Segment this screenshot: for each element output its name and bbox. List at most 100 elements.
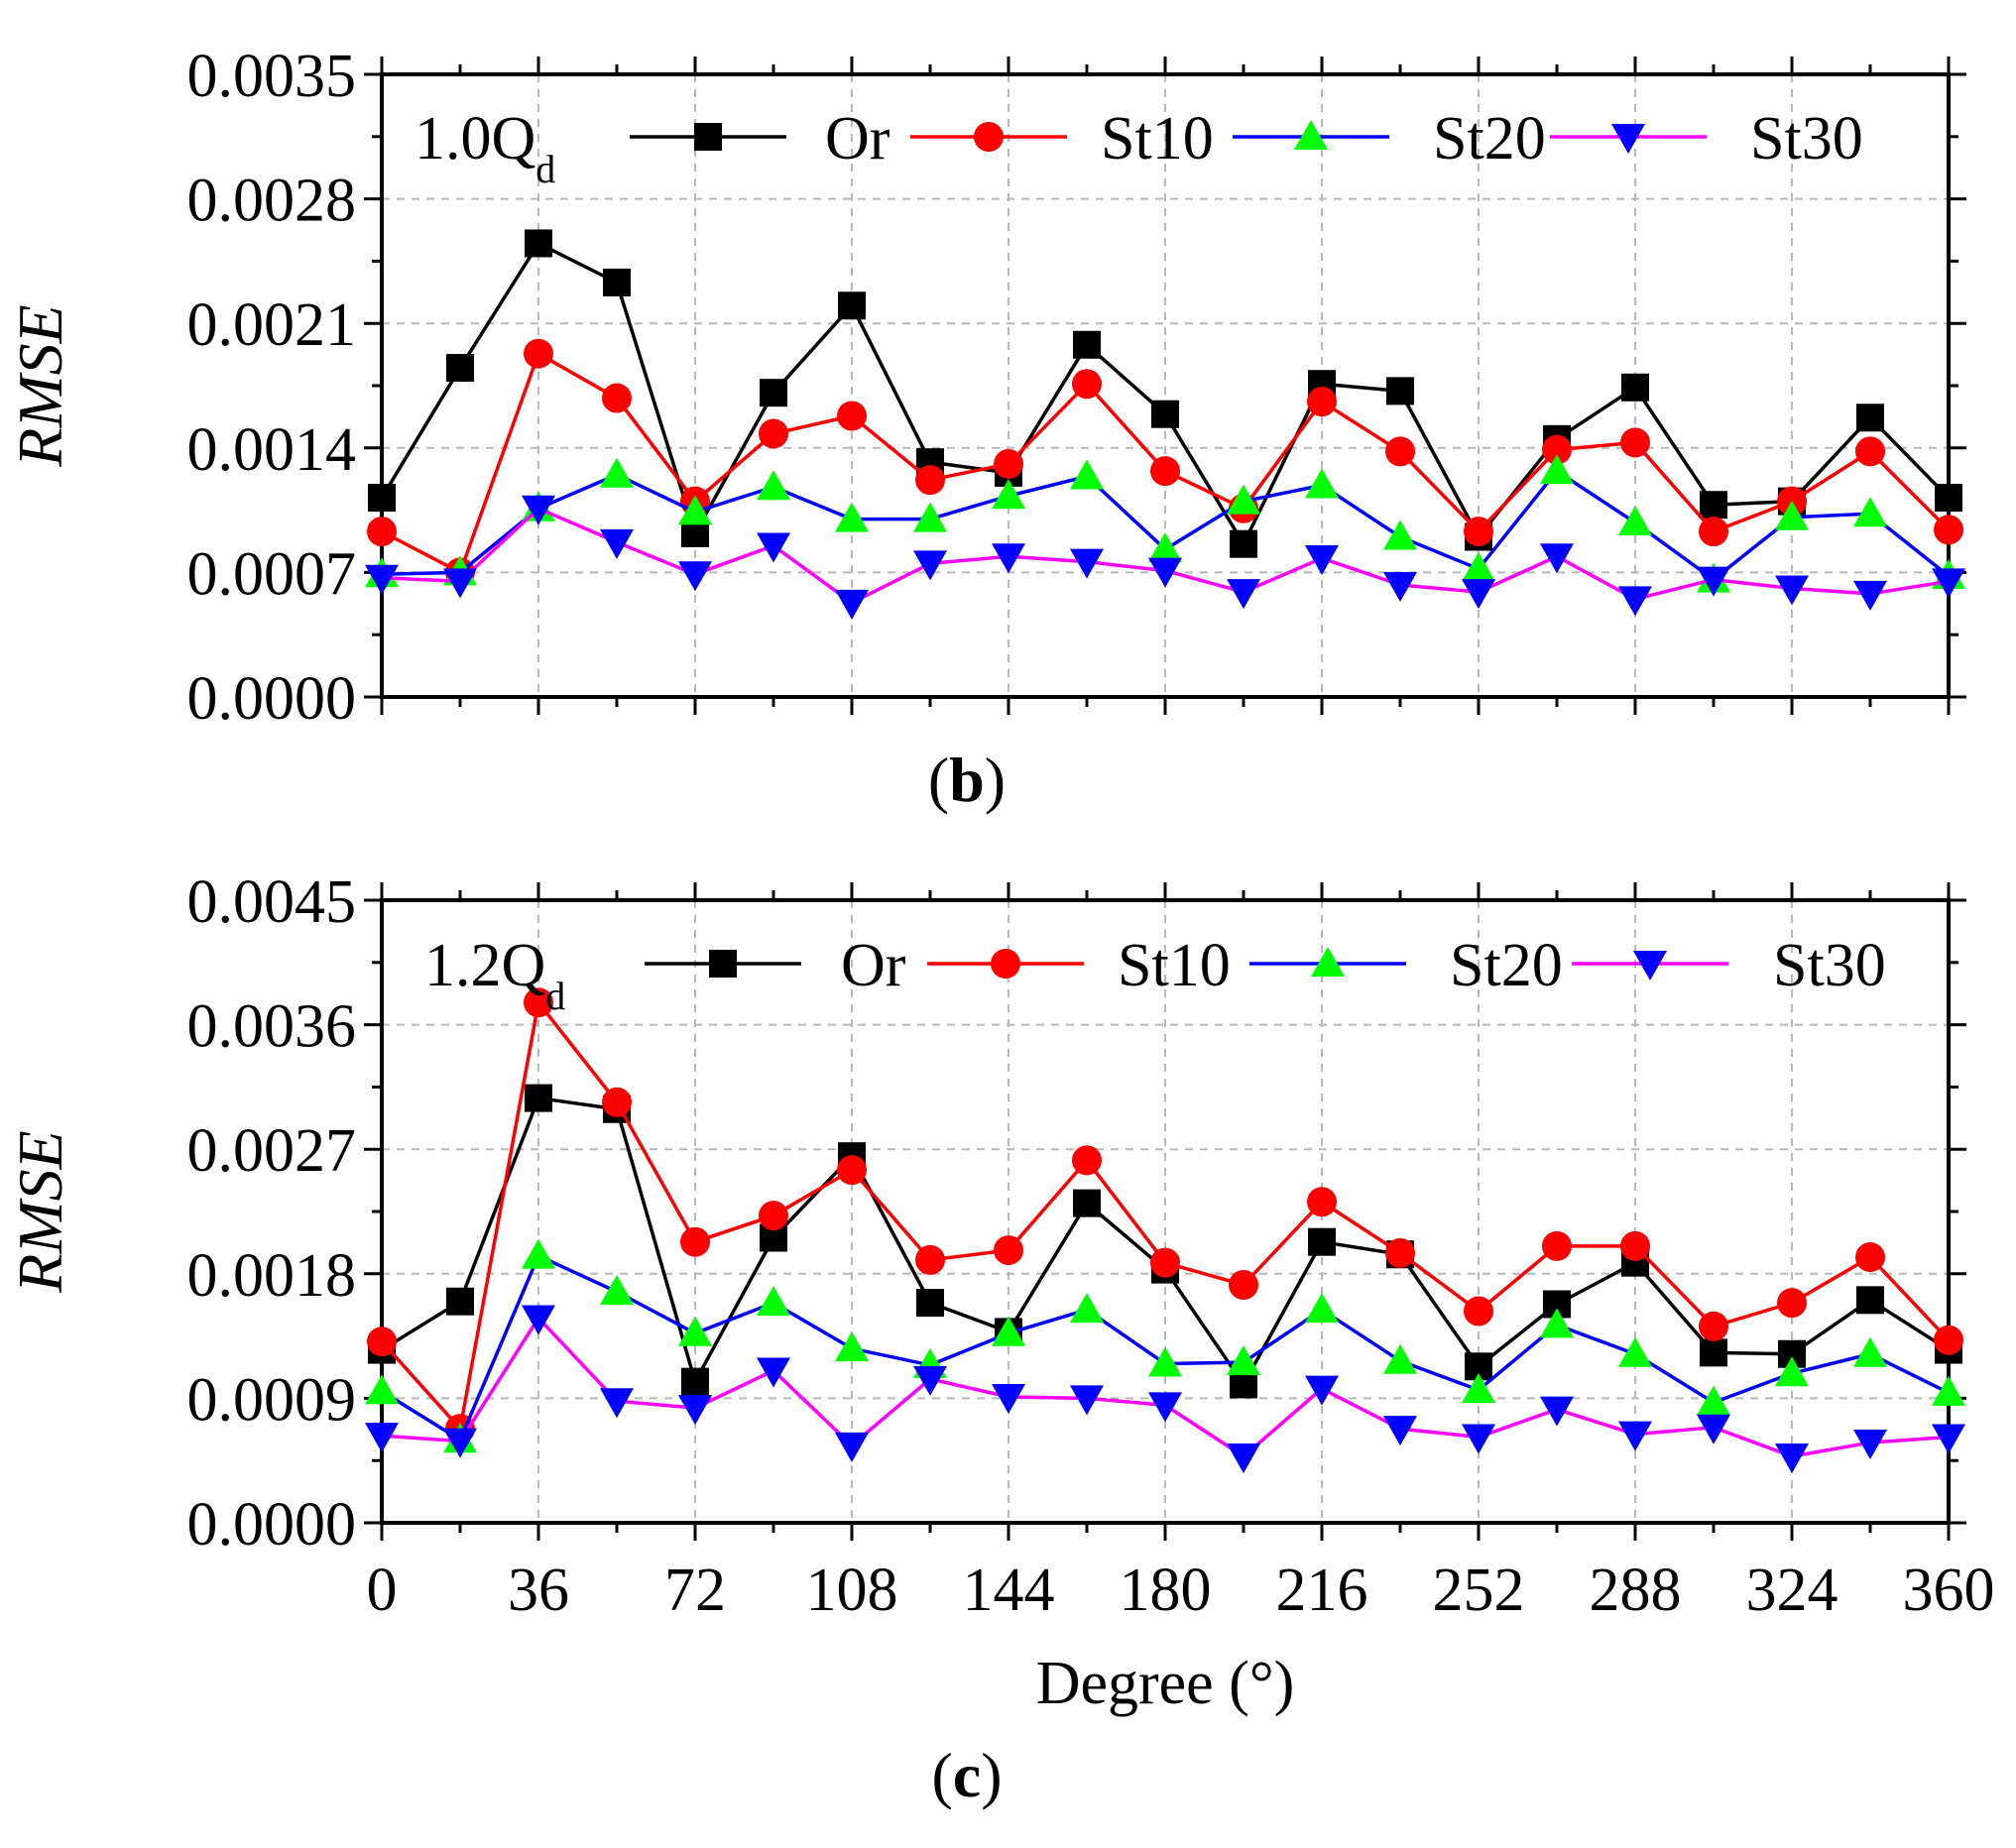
data-point-Or — [368, 484, 396, 513]
data-point-St30 — [443, 1428, 477, 1458]
x-tick-label: 324 — [1746, 1557, 1838, 1624]
panel-label-letter: c — [953, 1740, 981, 1810]
x-tick-label: 180 — [1120, 1557, 1212, 1624]
y-tick-label: 0.0014 — [187, 416, 357, 484]
legend-label-St20: St20 — [1433, 105, 1546, 173]
tick-marks — [364, 57, 1966, 715]
y-tick-label: 0.0000 — [187, 1491, 357, 1559]
x-tick-label: 216 — [1276, 1557, 1368, 1624]
data-point-Or — [1856, 1286, 1884, 1315]
data-point-St20 — [913, 502, 947, 532]
data-point-St10 — [994, 448, 1023, 479]
series-St30 — [365, 1305, 1965, 1474]
data-point-St20 — [1462, 551, 1495, 582]
data-point-St20 — [1618, 506, 1652, 536]
x-tick-label: 72 — [664, 1557, 726, 1624]
data-point-St10 — [1855, 436, 1885, 467]
data-point-St20 — [678, 1316, 712, 1346]
legend-marker-St20 — [1311, 947, 1345, 977]
data-point-St30 — [1618, 586, 1652, 617]
data-point-Or — [1073, 330, 1101, 359]
data-point-St30 — [1070, 548, 1104, 579]
data-point-Or — [1700, 491, 1727, 520]
legend-label-St30: St30 — [1750, 105, 1863, 173]
data-point-St10 — [1699, 1311, 1728, 1341]
data-point-St10 — [994, 1235, 1023, 1266]
data-point-St30 — [1227, 579, 1260, 610]
data-point-St10 — [367, 517, 397, 547]
data-point-St10 — [1072, 369, 1102, 400]
data-point-St10 — [1150, 1247, 1180, 1278]
data-point-Or — [1856, 404, 1884, 432]
legend: Or St10 St20 St30 — [630, 105, 1863, 173]
data-point-Or — [916, 1289, 944, 1318]
panel-label-open: ( — [931, 1740, 952, 1810]
data-point-St20 — [1618, 1336, 1652, 1367]
data-point-St10 — [1385, 1237, 1415, 1268]
data-point-St20 — [1853, 1336, 1887, 1367]
data-point-St20 — [1148, 532, 1182, 563]
data-point-Or — [1621, 373, 1649, 402]
data-point-St10 — [524, 338, 553, 369]
data-point-St30 — [1383, 1416, 1417, 1446]
data-point-St10 — [1307, 1187, 1337, 1217]
data-point-St20 — [1148, 1346, 1182, 1377]
y-tick-label: 0.0007 — [187, 540, 357, 608]
data-point-St10 — [1855, 1242, 1885, 1273]
data-point-St30 — [365, 564, 399, 595]
data-point-St30 — [600, 528, 634, 559]
legend-marker-Or — [694, 123, 722, 151]
data-point-St20 — [992, 1316, 1025, 1346]
series-St30 — [365, 495, 1965, 620]
data-point-St30 — [1148, 557, 1182, 588]
legend-label-St30: St30 — [1773, 932, 1886, 999]
data-point-St30 — [757, 532, 790, 563]
data-point-St10 — [1385, 436, 1415, 467]
legend-label-Or: Or — [825, 105, 890, 173]
data-point-St20 — [1383, 520, 1417, 550]
data-point-Or — [838, 291, 866, 320]
panel-label-close: ) — [985, 745, 1006, 815]
legend-label-Or: Or — [841, 932, 906, 999]
data-point-Or — [1386, 377, 1414, 405]
legend: Or St10 St20 St30 — [645, 932, 1886, 999]
data-point-Or — [525, 229, 552, 258]
data-point-St20 — [1697, 1385, 1730, 1416]
legend-label-St10: St10 — [1101, 105, 1214, 173]
data-point-St20 — [1227, 1345, 1260, 1376]
data-point-St30 — [1540, 1396, 1574, 1427]
data-point-St30 — [835, 589, 869, 620]
legend-marker-St30 — [1611, 124, 1645, 154]
data-point-St30 — [1462, 1424, 1495, 1454]
y-axis-label: RMSE — [5, 1130, 75, 1294]
x-tick-label: 288 — [1590, 1557, 1682, 1624]
legend-marker-St10 — [974, 122, 1004, 152]
y-tick-label: 0.0028 — [187, 168, 357, 235]
x-tick-label: 360 — [1903, 1557, 1995, 1624]
data-point-Or — [681, 1367, 709, 1396]
data-point-St30 — [1697, 1414, 1730, 1444]
data-point-St20 — [365, 1374, 399, 1405]
data-point-Or — [760, 379, 787, 407]
data-point-St10 — [1464, 1296, 1493, 1327]
data-point-Or — [446, 1287, 474, 1316]
data-point-St20 — [757, 1286, 790, 1317]
panel-label-open: ( — [928, 745, 949, 815]
data-point-St30 — [1775, 575, 1809, 606]
panel-label-letter: b — [949, 745, 985, 815]
data-point-St20 — [1305, 468, 1339, 499]
x-tick-label: 252 — [1433, 1557, 1525, 1624]
data-point-Or — [1073, 1189, 1101, 1217]
data-point-St30 — [522, 1305, 555, 1335]
condition-label: 1.2Qd — [424, 932, 565, 1018]
x-tick-label: 0 — [367, 1557, 398, 1624]
data-point-St30 — [1932, 1424, 1965, 1454]
data-point-St20 — [600, 457, 634, 488]
data-point-St30 — [1305, 1375, 1339, 1406]
data-point-St10 — [602, 1087, 632, 1117]
y-tick-label: 0.0018 — [187, 1242, 357, 1310]
data-point-St10 — [1542, 434, 1572, 465]
data-point-St30 — [443, 568, 477, 599]
data-point-Or — [1935, 484, 1962, 513]
